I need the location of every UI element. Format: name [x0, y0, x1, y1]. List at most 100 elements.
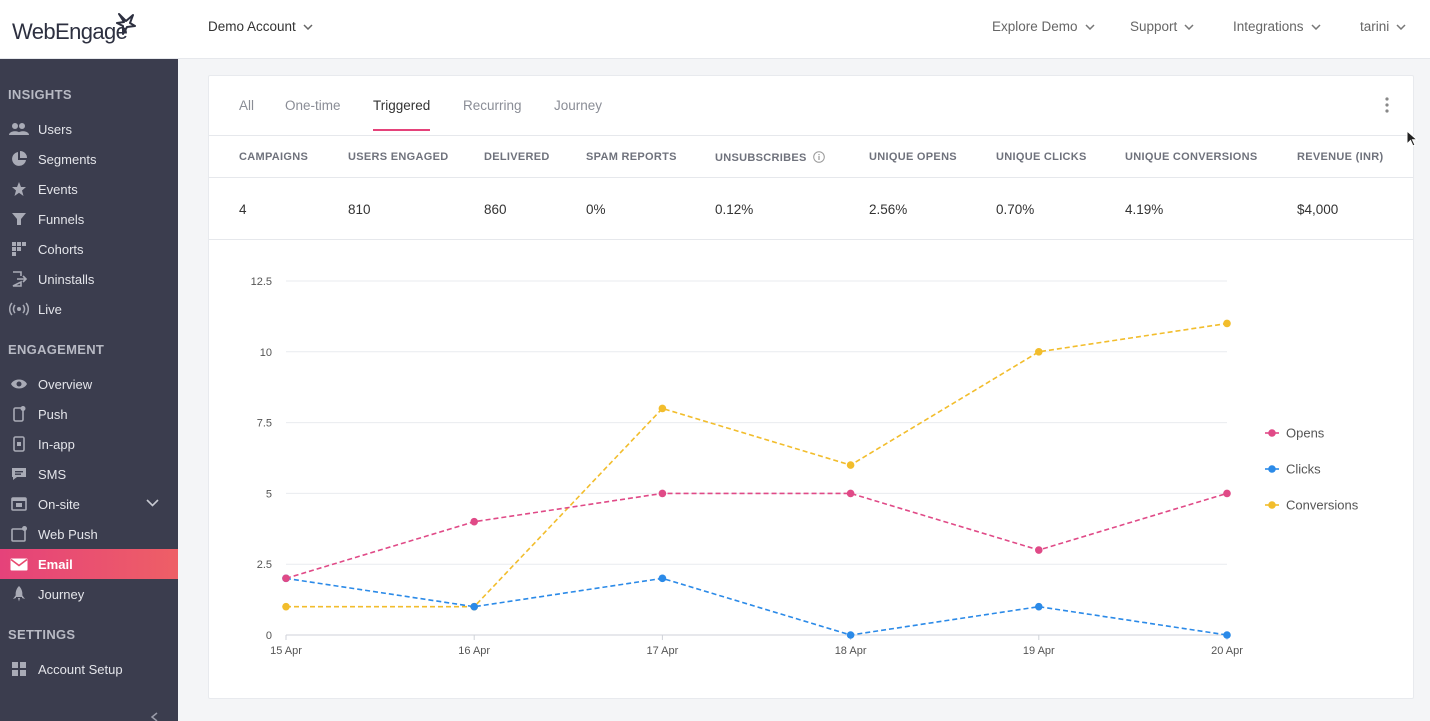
integrations-label: Integrations: [1233, 19, 1304, 34]
sidebar-item-cohorts[interactable]: Cohorts: [0, 234, 178, 264]
top-bar: WebEngage Demo Account Explore Demo Supp…: [0, 0, 1430, 59]
sidebar-item-segments[interactable]: Segments: [0, 144, 178, 174]
series-line-opens: [285, 492, 1228, 580]
tab-recurring[interactable]: Recurring: [463, 98, 522, 113]
campaign-tabs: All One-time Triggered Recurring Journey: [209, 76, 1413, 136]
sidebar-item-label: Segments: [38, 151, 97, 167]
sidebar-item-label: Email: [38, 556, 73, 572]
stats-header-row: CAMPAIGNS USERS ENGAGED DELIVERED SPAM R…: [209, 137, 1413, 178]
chevron-down-icon: [303, 23, 313, 30]
sms-icon: [9, 466, 29, 482]
chevron-down-icon: [1396, 23, 1406, 30]
sidebar: INSIGHTS Users Segments Events Funnels C…: [0, 59, 178, 721]
tab-journey[interactable]: Journey: [554, 98, 603, 113]
stat-header: UNIQUE CONVERSIONS: [1125, 151, 1258, 163]
funnels-icon: [9, 211, 29, 227]
y-tick-label: 12.5: [251, 276, 272, 288]
data-point-opens: [1223, 489, 1231, 498]
chevron-down-icon: [1184, 23, 1194, 30]
sidebar-item-on-site[interactable]: On-site: [0, 489, 178, 519]
tab-triggered[interactable]: Triggered: [373, 98, 431, 131]
data-point-conversions: [1223, 319, 1231, 328]
data-point-conversions: [282, 602, 290, 611]
section-title-settings: SETTINGS: [8, 627, 76, 642]
x-tick-label: 20 Apr: [1211, 645, 1243, 657]
sidebar-item-in-app[interactable]: In-app: [0, 429, 178, 459]
sidebar-item-live[interactable]: Live: [0, 294, 178, 324]
series-line-conversions: [286, 322, 1228, 608]
webengage-logo[interactable]: WebEngage: [12, 12, 137, 46]
events-icon: [9, 181, 29, 197]
more-options-icon[interactable]: [1384, 96, 1390, 114]
sidebar-item-uninstalls[interactable]: Uninstalls: [0, 264, 178, 294]
y-tick-label: 0: [266, 630, 272, 642]
user-menu[interactable]: tarini: [1360, 19, 1406, 34]
sidebar-item-account-setup[interactable]: Account Setup: [0, 654, 178, 684]
data-point-clicks: [658, 574, 667, 583]
eye-icon: [9, 376, 29, 392]
sidebar-item-label: Overview: [38, 376, 93, 392]
collapse-sidebar-icon[interactable]: [150, 712, 158, 721]
stat-value: 0%: [586, 202, 606, 217]
campaign-stats-card: All One-time Triggered Recurring Journey…: [208, 75, 1414, 699]
data-point-opens: [846, 489, 855, 498]
email-icon: [9, 556, 29, 572]
stat-value: 0.70%: [996, 202, 1035, 217]
stat-header: CAMPAIGNS: [239, 151, 309, 163]
explore-demo-label: Explore Demo: [992, 19, 1078, 34]
y-tick-label: 7.5: [257, 418, 272, 430]
x-tick-label: 16 Apr: [458, 645, 490, 657]
x-tick-label: 17 Apr: [646, 645, 678, 657]
sidebar-item-overview[interactable]: Overview: [0, 369, 178, 399]
legend-label-conversions: Conversions: [1286, 498, 1359, 513]
engagement-line-chart: 0 2.5 5 7.5 10 12.5 15 Apr 16 Apr 17 Apr 18 Apr 19…: [251, 276, 1359, 657]
stat-value: 4.19%: [1125, 202, 1164, 217]
tab-one-time[interactable]: One-time: [285, 98, 341, 113]
data-point-conversions: [658, 404, 667, 413]
stat-value: 2.56%: [869, 202, 908, 217]
y-tick-label: 10: [260, 347, 272, 359]
sidebar-item-label: Push: [38, 406, 68, 422]
sidebar-item-label: Journey: [38, 586, 85, 602]
sidebar-item-label: Cohorts: [38, 241, 84, 257]
in-app-icon: [9, 436, 29, 452]
account-name: Demo Account: [208, 19, 296, 34]
sidebar-item-journey[interactable]: Journey: [0, 579, 178, 609]
bird-logo-icon: [116, 13, 136, 35]
sidebar-item-web-push[interactable]: Web Push: [0, 519, 178, 549]
sidebar-item-label: Web Push: [38, 526, 98, 542]
stats-values-row: 4 810 860 0% 0.12% 2.56% 0.70% 4.19% $4,…: [209, 179, 1413, 240]
explore-demo-menu[interactable]: Explore Demo: [992, 19, 1095, 34]
y-tick-label: 5: [266, 488, 272, 500]
info-icon[interactable]: [812, 151, 825, 163]
data-point-opens: [1035, 546, 1043, 554]
support-menu[interactable]: Support: [1130, 19, 1194, 34]
legend-swatch-dot: [1268, 501, 1276, 509]
logo-text: WebEngage: [12, 19, 128, 44]
sidebar-item-events[interactable]: Events: [0, 174, 178, 204]
data-point-opens: [470, 517, 479, 526]
web-push-icon: [9, 526, 29, 542]
sidebar-item-label: Live: [38, 301, 62, 317]
series-line-clicks: [285, 577, 1228, 636]
integrations-menu[interactable]: Integrations: [1233, 19, 1321, 34]
push-icon: [9, 406, 29, 422]
sidebar-item-sms[interactable]: SMS: [0, 459, 178, 489]
data-point-opens: [282, 574, 290, 583]
stat-header: UNSUBSCRIBES: [715, 151, 825, 164]
x-tick-label: 19 Apr: [1023, 645, 1055, 657]
mouse-cursor-icon: [1406, 130, 1418, 147]
chevron-down-icon[interactable]: [146, 499, 159, 507]
stat-value: 860: [484, 202, 507, 217]
stat-header: DELIVERED: [484, 151, 550, 163]
sidebar-item-email[interactable]: Email: [0, 549, 178, 579]
chevron-down-icon: [1085, 23, 1095, 30]
account-switcher[interactable]: Demo Account: [208, 19, 313, 34]
data-point-clicks: [1035, 602, 1043, 611]
tab-all[interactable]: All: [239, 98, 255, 113]
stat-header: UNIQUE CLICKS: [996, 151, 1087, 163]
sidebar-item-push[interactable]: Push: [0, 399, 178, 429]
sidebar-item-users[interactable]: Users: [0, 114, 178, 144]
sidebar-item-label: Events: [38, 181, 78, 197]
sidebar-item-funnels[interactable]: Funnels: [0, 204, 178, 234]
